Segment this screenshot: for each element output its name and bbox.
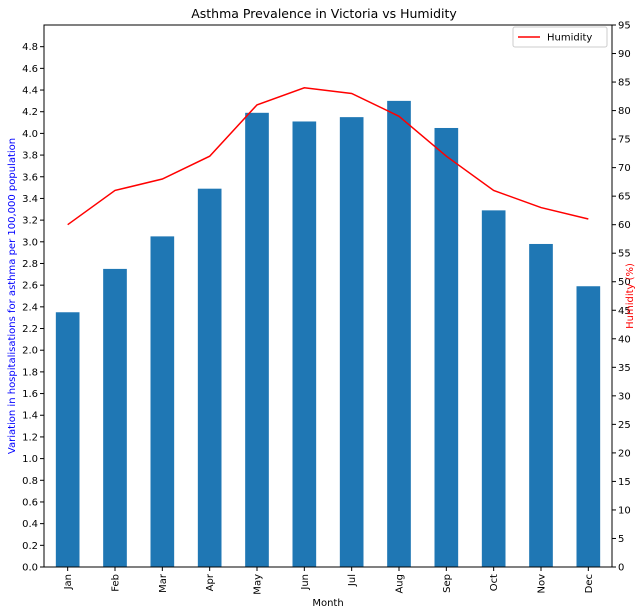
left-y-axis-label: Variation in hospitalisations for asthma… bbox=[7, 138, 18, 454]
right-y-tick-label: 95 bbox=[618, 21, 631, 32]
left-y-tick-label: 2.2 bbox=[22, 324, 38, 335]
left-y-tick-label: 3.0 bbox=[22, 237, 38, 248]
left-y-tick-label: 2.8 bbox=[22, 259, 38, 270]
right-y-axis: 0 5 10 15 20 25 30 35 40 45 50 55 60 65 70 75 80 85 90 95 bbox=[612, 21, 631, 574]
left-y-tick-label: 1.0 bbox=[22, 454, 38, 465]
left-y-tick-label: 0.4 bbox=[22, 519, 38, 530]
right-y-tick-label: 35 bbox=[618, 363, 631, 374]
x-axis-label: Month bbox=[312, 598, 343, 609]
right-y-tick-label: 40 bbox=[618, 334, 631, 345]
right-y-tick-label: 90 bbox=[618, 49, 631, 60]
x-tick-label-jan: Jan bbox=[63, 574, 74, 590]
bar-oct bbox=[481, 210, 506, 567]
left-y-tick-label: 1.6 bbox=[22, 389, 38, 400]
left-y-axis: 0.0 0.2 0.4 0.6 0.8 1.0 1.2 1.4 1.6 1.8 2.0 2.2 2.4 2… bbox=[22, 42, 44, 574]
x-tick-label-jun: Jun bbox=[300, 574, 311, 591]
right-y-tick-label: 30 bbox=[618, 391, 631, 402]
bar-sep bbox=[434, 127, 459, 567]
x-tick-label-mar: Mar bbox=[158, 573, 169, 593]
bar-mar bbox=[150, 236, 175, 567]
right-y-tick-label: 20 bbox=[618, 448, 631, 459]
x-tick-label-nov: Nov bbox=[537, 574, 548, 594]
x-axis: Jan Feb Mar Apr May Jun Jul Aug Sep Oct Nov Dec bbox=[63, 567, 595, 595]
legend: Humidity bbox=[512, 26, 608, 48]
right-y-tick-label: 80 bbox=[618, 106, 631, 117]
left-y-tick-label: 0.0 bbox=[22, 563, 38, 574]
right-y-tick-label: 85 bbox=[618, 78, 631, 89]
right-y-tick-label: 25 bbox=[618, 420, 631, 431]
bar-nov bbox=[529, 243, 553, 567]
left-y-tick-label: 2.6 bbox=[22, 281, 38, 292]
right-y-tick-label: 70 bbox=[618, 163, 631, 174]
right-y-tick-label: 0 bbox=[618, 563, 624, 574]
right-y-tick-label: 50 bbox=[618, 277, 631, 288]
x-tick-label-jul: Jul bbox=[347, 574, 358, 587]
x-tick-label-aug: Aug bbox=[395, 574, 406, 594]
legend-box bbox=[512, 26, 608, 48]
right-y-axis-label: Humidity (%) bbox=[625, 263, 636, 329]
left-y-tick-label: 4.8 bbox=[22, 42, 38, 53]
left-y-tick-label: 4.4 bbox=[22, 86, 38, 97]
bar-apr bbox=[197, 188, 222, 567]
right-y-tick-label: 15 bbox=[618, 477, 631, 488]
left-y-tick-label: 2.4 bbox=[22, 302, 38, 313]
bar-series bbox=[55, 100, 601, 567]
right-y-tick-label: 55 bbox=[618, 249, 631, 260]
chart-title: Asthma Prevalence in Victoria vs Humidit… bbox=[191, 6, 457, 21]
left-y-tick-label: 4.0 bbox=[22, 129, 38, 140]
x-tick-label-oct: Oct bbox=[489, 574, 500, 591]
bar-jul bbox=[339, 117, 364, 567]
left-y-tick-label: 1.2 bbox=[22, 432, 38, 443]
left-y-tick-label: 3.2 bbox=[22, 216, 38, 227]
right-y-tick-label: 65 bbox=[618, 192, 631, 203]
bar-may bbox=[245, 112, 269, 567]
left-y-tick-label: 2.0 bbox=[22, 346, 38, 357]
right-y-tick-label: 10 bbox=[618, 505, 631, 516]
bar-jan bbox=[55, 312, 80, 567]
bar-jun bbox=[292, 121, 317, 567]
left-y-tick-label: 0.6 bbox=[22, 497, 38, 508]
x-tick-label-dec: Dec bbox=[584, 574, 595, 593]
left-y-tick-label: 1.4 bbox=[22, 411, 38, 422]
right-y-tick-label: 45 bbox=[618, 306, 631, 317]
right-y-tick-label: 5 bbox=[618, 534, 624, 545]
x-tick-label-apr: Apr bbox=[205, 573, 216, 591]
right-y-tick-label: 75 bbox=[618, 135, 631, 146]
left-y-tick-label: 4.6 bbox=[22, 64, 38, 75]
humidity-line bbox=[67, 86, 589, 226]
bar-feb bbox=[103, 268, 127, 567]
plot-frame bbox=[43, 24, 613, 568]
left-y-tick-label: 0.8 bbox=[22, 476, 38, 487]
bar-aug bbox=[387, 100, 411, 567]
right-y-tick-label: 60 bbox=[618, 220, 631, 231]
legend-label-humidity: Humidity bbox=[547, 33, 592, 44]
left-y-tick-label: 3.4 bbox=[22, 194, 38, 205]
left-y-tick-label: 3.8 bbox=[22, 151, 38, 162]
x-tick-label-feb: Feb bbox=[111, 574, 122, 592]
x-tick-label-may: May bbox=[253, 574, 264, 595]
left-y-tick-label: 1.8 bbox=[22, 367, 38, 378]
left-y-tick-label: 3.6 bbox=[22, 172, 38, 183]
x-tick-label-sep: Sep bbox=[442, 574, 453, 593]
humidity-line-series bbox=[67, 86, 589, 226]
left-y-tick-label: 0.2 bbox=[22, 541, 38, 552]
left-y-tick-label: 4.2 bbox=[22, 107, 38, 118]
bar-dec bbox=[576, 286, 601, 567]
